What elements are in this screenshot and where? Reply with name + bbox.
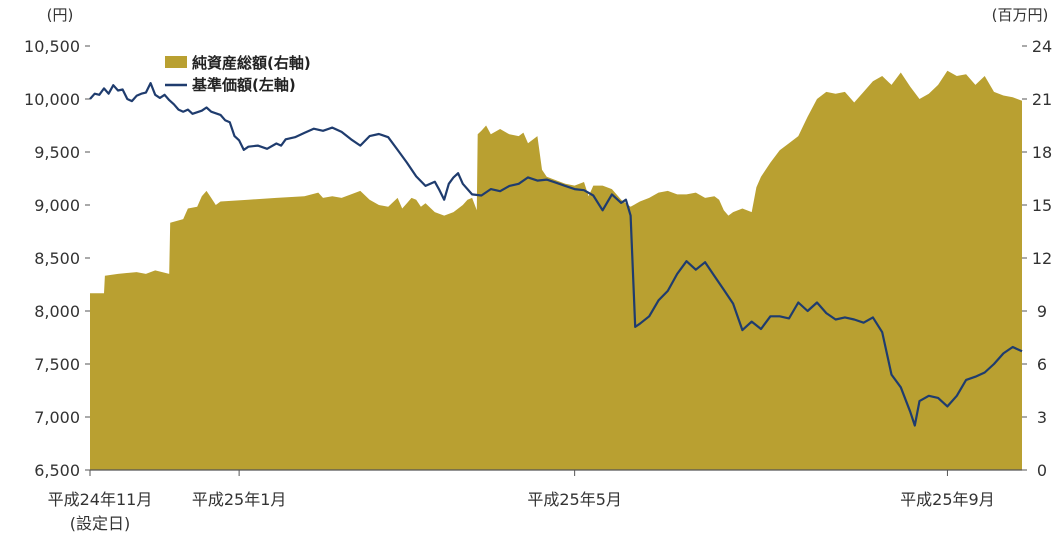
- plot-area: [89, 70, 1023, 470]
- legend-area-label: 純資産総額(右軸): [192, 54, 311, 72]
- right-tick-label: 15: [1032, 196, 1052, 215]
- series-nav-line: [89, 81, 1023, 427]
- left-tick-label: 6,500: [34, 461, 80, 480]
- legend-area-swatch: [165, 56, 187, 68]
- right-tick-label: 3: [1037, 408, 1047, 427]
- right-tick-label: 21: [1032, 90, 1052, 109]
- left-axis: 6,500 7,000 7,500 8,000 8,500 9,000 9,500 10,00…: [24, 37, 90, 480]
- left-tick-label: 7,000: [34, 408, 80, 427]
- left-tick-label: 7,500: [34, 355, 80, 374]
- series-net-assets-area: [90, 70, 1022, 470]
- left-tick-label: 8,500: [34, 249, 80, 268]
- x-tick-label: 平成24年11月: [48, 490, 153, 509]
- right-tick-label: 12: [1032, 249, 1052, 268]
- right-tick-label: 24: [1032, 37, 1052, 56]
- left-tick-label: 8,000: [34, 302, 80, 321]
- x-tick-label: 平成25年1月: [192, 490, 287, 509]
- x-axis: 平成24年11月 (設定日) 平成25年1月 平成25年5月 平成25年9月: [48, 469, 1022, 533]
- x-tick-label: 平成25年5月: [527, 490, 622, 509]
- legend: 純資産総額(右軸) 基準価額(左軸): [165, 54, 311, 94]
- right-tick-label: 18: [1032, 143, 1052, 162]
- x-tick-sublabel: (設定日): [70, 514, 131, 533]
- right-tick-label: 0: [1037, 461, 1047, 480]
- right-axis: 0 3 6 9 12 15 18 21 24: [1022, 37, 1052, 480]
- left-tick-label: 9,500: [34, 143, 80, 162]
- left-tick-label: 10,500: [24, 37, 80, 56]
- right-tick-label: 6: [1037, 355, 1047, 374]
- right-tick-label: 9: [1037, 302, 1047, 321]
- left-axis-unit-label: (円): [47, 6, 74, 24]
- legend-line-label: 基準価額(左軸): [191, 76, 296, 94]
- left-tick-label: 10,000: [24, 90, 80, 109]
- right-axis-unit-label: (百万円): [992, 6, 1049, 24]
- left-tick-label: 9,000: [34, 196, 80, 215]
- x-tick-label: 平成25年9月: [900, 490, 995, 509]
